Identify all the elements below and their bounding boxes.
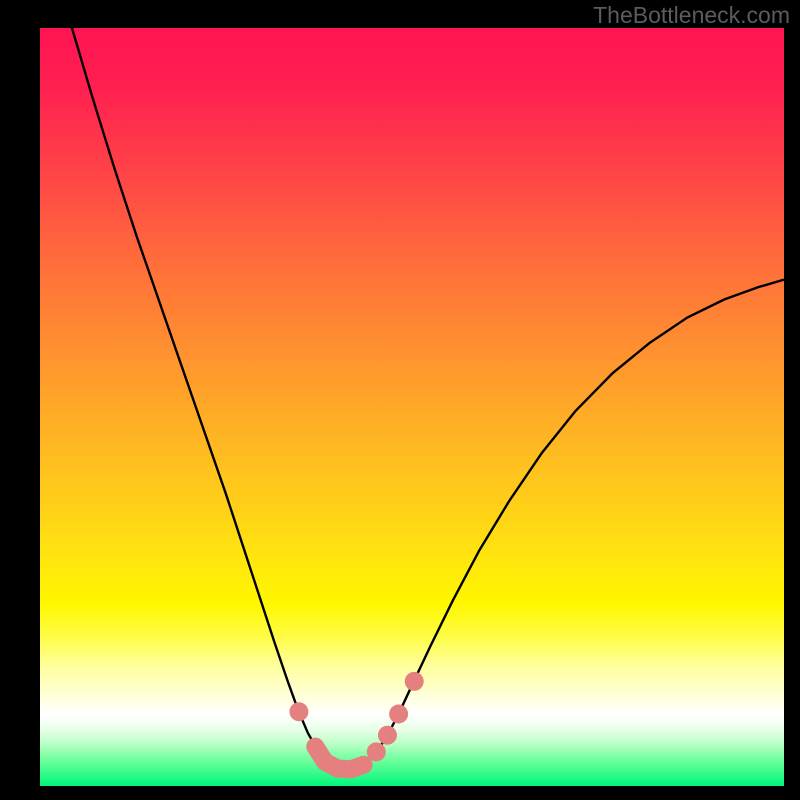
dot-marker [389, 704, 408, 723]
bottleneck-curve-path [72, 28, 784, 769]
plot-area [40, 28, 784, 786]
bottleneck-curve-svg [40, 28, 784, 786]
watermark-text: TheBottleneck.com [593, 2, 790, 29]
dot-marker [367, 742, 386, 761]
chart-frame: TheBottleneck.com [0, 0, 800, 800]
dot-marker [289, 702, 308, 721]
dot-marker [378, 726, 397, 745]
dots-line-path [315, 747, 363, 770]
dot-marker [405, 672, 424, 691]
